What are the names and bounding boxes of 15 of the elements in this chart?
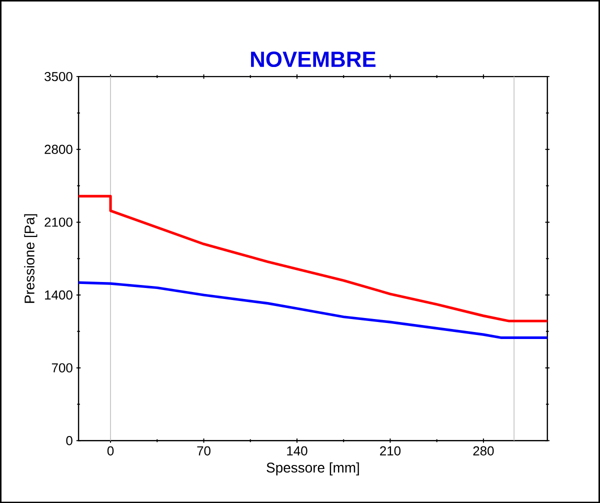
y-tick-label: 0 [66,436,72,446]
chart-title: NOVEMBRE [251,51,376,67]
x-axis-title: Spessore [mm] [266,462,359,476]
y-tick-label: 3500 [44,72,72,82]
x-tick-label: 210 [380,446,401,456]
line-series [78,281,548,339]
x-tick-label: 280 [473,446,494,456]
x-tick-label: 70 [197,446,210,456]
y-tick-label: 2100 [44,217,72,227]
y-tick-label: 700 [52,363,72,372]
x-tick-label: 0 [107,446,114,456]
x-tick-label: 140 [287,446,308,456]
y-axis-title: Pressione [Pa] [24,214,38,303]
y-tick-label: 1400 [45,290,72,300]
y-tick-label: 2800 [44,144,72,154]
